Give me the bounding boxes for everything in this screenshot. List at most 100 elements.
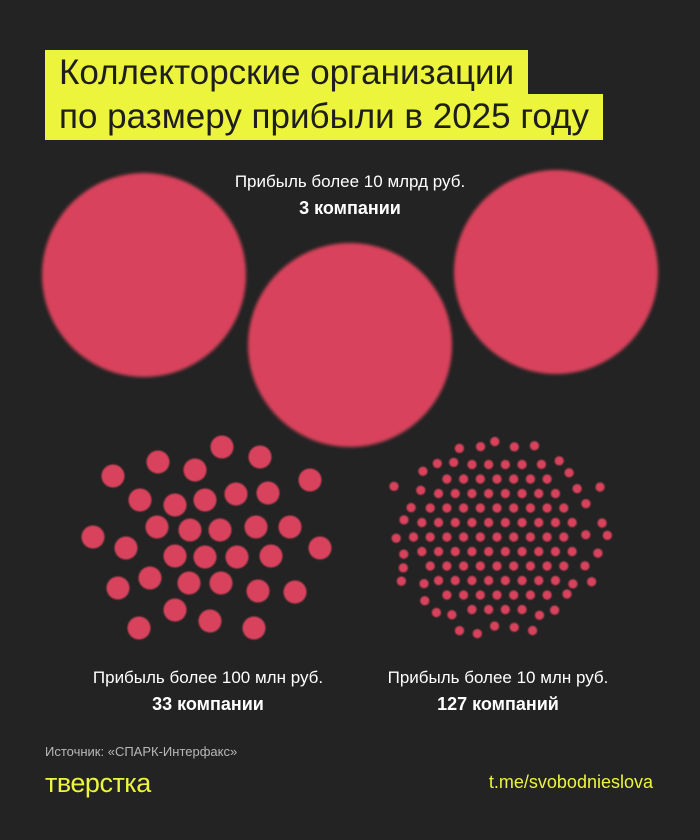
company-dot-small [597,518,607,528]
company-dot-small [542,561,552,571]
company-dot-small [391,533,401,543]
company-dot-medium [183,458,207,482]
company-dot-small [550,546,561,557]
company-dot-medium [248,445,272,469]
company-dot-medium [209,571,233,595]
company-dot-small [593,548,603,558]
company-dot-small [442,532,452,542]
company-dot-small [492,474,502,484]
company-dot-medium [114,536,138,560]
company-dot-medium [101,464,125,488]
company-dot-small [562,589,572,599]
company-dot-small [475,441,486,452]
company-dot-large [248,243,452,447]
company-dot-small [459,503,469,513]
company-dot-small [509,474,519,484]
company-dot-small [550,575,561,586]
company-dot-small [517,459,527,470]
company-dot-small [442,503,452,513]
company-dot-medium [81,525,105,549]
company-dot-medium [138,566,162,590]
company-dot-small [567,517,577,528]
company-dot-small [581,530,591,540]
group-label-text: Прибыль более 10 млн руб. [387,668,609,687]
group-count: 33 компании [152,694,264,714]
company-dot-small [467,575,477,586]
title-line-2: по размеру прибыли в 2025 году [45,94,603,140]
company-dot-small [536,459,547,469]
company-dot-small [542,532,552,542]
company-dot-small [459,590,469,600]
company-dot-small [542,590,552,600]
company-dot-small [527,625,538,636]
company-dot-small [467,546,477,557]
company-dot-small [525,561,536,571]
company-dot-small [509,503,519,513]
company-dot-small [484,546,494,557]
company-dot-small [432,458,442,469]
company-dot-small [525,503,536,513]
company-dot-medium [246,579,270,603]
company-dot-small [490,436,500,447]
company-dot-small [399,515,409,525]
company-dot-small [572,484,582,494]
company-dot-small [467,459,477,470]
company-dot-small [595,482,605,492]
company-dot-small [587,577,597,587]
company-dot-medium [244,515,268,539]
company-dot-small [509,622,519,632]
company-dot-medium [163,493,187,517]
company-dot-small [581,499,591,509]
company-dot-medium [208,518,232,542]
company-dot-small [425,503,435,513]
company-dot-small [433,546,444,557]
company-dot-small [568,579,578,589]
telegram-link[interactable]: t.me/svobodnieslova [488,772,653,792]
company-dot-small [492,561,502,571]
company-dot-small [534,610,545,620]
company-dot-medium [298,468,322,492]
company-dot-medium [193,545,217,569]
company-dot-small [529,441,540,451]
company-dot-small [398,563,408,573]
company-dot-small [500,575,510,586]
company-dot-small [467,488,477,499]
company-dot-medium [146,450,170,474]
company-dot-medium [259,544,283,568]
company-dot-small [484,604,494,615]
company-dot-medium [283,580,307,604]
company-dot-small [525,532,536,542]
company-dot-medium [145,515,169,539]
company-dot-small [454,443,464,453]
company-dot-small [454,626,465,636]
company-dot-small [399,549,409,559]
company-dot-medium [278,515,302,539]
company-dot-small [418,466,428,476]
company-dot-small [472,629,482,639]
company-dot-small [500,546,510,557]
company-dot-small [509,442,519,452]
company-dot-medium [308,536,332,560]
company-dot-small [554,456,564,466]
group-count: 127 компаний [437,694,559,714]
group-label-small: Прибыль более 10 млн руб. 127 компаний [338,668,658,715]
company-dot-large [454,170,658,374]
company-dot-small [500,604,510,615]
company-dot-small [564,468,574,478]
company-dot-small [442,561,452,571]
company-dot-small [420,596,430,606]
company-dot-small [431,607,442,618]
company-dot-medium [225,545,249,569]
group-label-text: Прибыль более 100 млн руб. [92,668,324,687]
company-dot-large [42,173,246,377]
company-dot-small [450,488,460,499]
company-dot-small [484,459,494,470]
company-dot-small [447,610,457,620]
company-dot-small [425,561,435,571]
company-dot-small [416,485,426,495]
company-dot-small [475,590,485,600]
company-dot-medium [177,571,201,595]
group-label-large: Прибыль более 10 млрд руб. 3 компании [190,172,510,219]
source-note: Источник: «СПАРК-Интерфакс» [45,744,238,759]
company-dot-small [419,578,429,589]
